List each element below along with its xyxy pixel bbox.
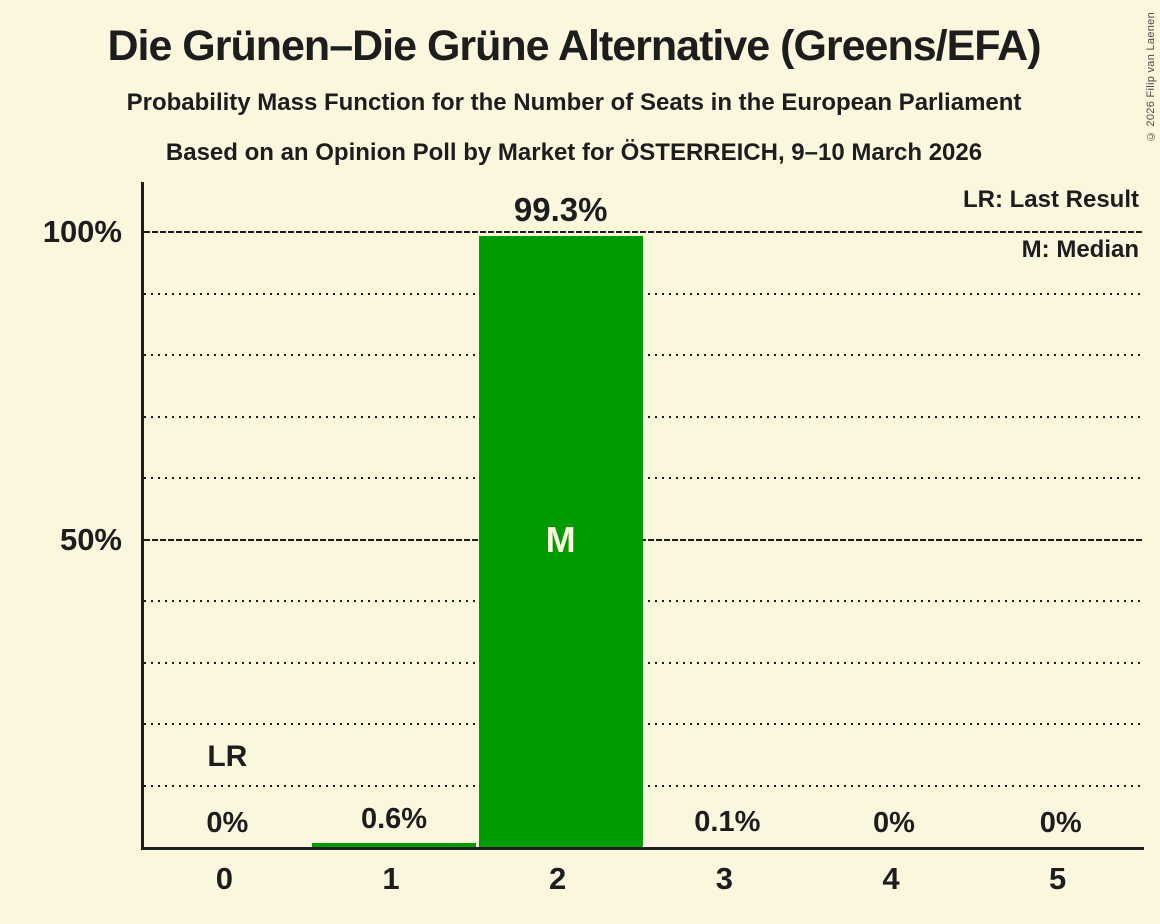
value-label-seats-1: 0.6% [360,803,428,836]
y-tick-label-50pct: 50% [59,521,122,557]
x-tick-label-3: 3 [715,861,733,896]
last-result-marker: LR [207,740,248,773]
legend-median: M: Median [1021,236,1139,263]
x-tick-label-5: 5 [1049,861,1067,896]
x-tick-label-2: 2 [549,861,567,896]
gridline-10pct [144,784,1144,787]
plot-area: 0% 0.6% 99.3% 0.1% 0% 0% M LR [141,182,1144,850]
x-tick-label-0: 0 [215,861,233,896]
x-axis-labels: 0 1 2 3 4 5 [141,860,1141,904]
x-tick-label-4: 4 [882,861,900,896]
gridline-100pct [144,231,1144,233]
gridline-20pct [144,723,1144,725]
y-tick-label-100pct: 100% [42,214,122,249]
chart-subtitle: Probability Mass Function for the Number… [126,89,1022,116]
value-label-seats-2: 99.3% [513,191,608,229]
bar-seats-1 [312,843,476,847]
median-marker: M [545,519,576,560]
value-label-seats-0: 0% [206,807,249,839]
chart-title: Die Grünen–Die Grüne Alternative (Greens… [107,22,1041,70]
gridline-30pct [144,661,1144,664]
bar-seats-2 [478,236,643,847]
gridline-70pct [144,415,1144,418]
legend-last-result: LR: Last Result [962,186,1139,213]
gridline-40pct [144,600,1144,602]
value-label-seats-5: 0% [1039,807,1082,839]
x-tick-label-1: 1 [382,861,400,896]
gridline-60pct [144,477,1144,479]
value-label-seats-3: 0.1% [694,806,761,839]
value-label-seats-4: 0% [873,807,915,839]
gridline-50pct [144,538,1144,541]
copyright-notice: © 2026 Filip van Laenen [1145,12,1157,143]
chart-source-line: Based on an Opinion Poll by Market for Ö… [165,139,983,166]
gridline-80pct [144,354,1144,356]
gridline-90pct [144,292,1144,295]
